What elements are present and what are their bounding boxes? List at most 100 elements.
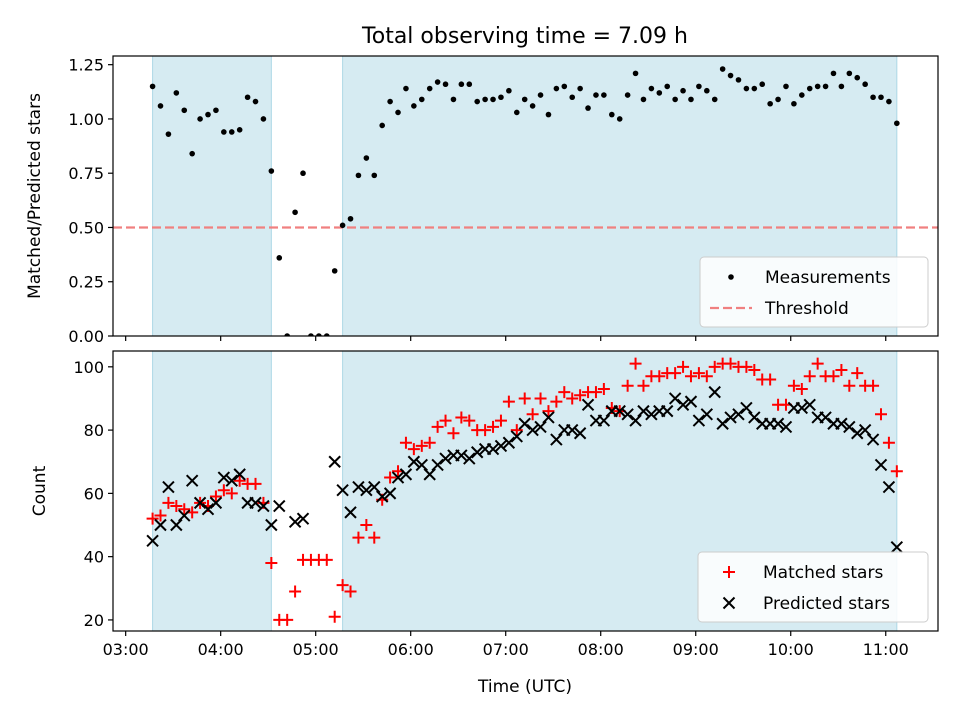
matched-point [827,370,840,383]
matched-point [289,585,302,598]
measurement-point [355,172,362,179]
matched-point [542,405,555,418]
predicted-point [344,506,357,519]
measurement-point [490,96,496,103]
measurement-point [284,333,290,336]
bottom-panel-counts: 20 40 60 80 100 03:00 04:00 05:00 06:00 07:00 08:0… [30,350,939,659]
predicted-point [542,411,555,424]
measurement-point [593,92,599,98]
measurement-point [292,209,298,216]
predicted-point [629,414,642,427]
predicted-point [431,458,444,472]
matched-point [162,496,175,509]
measurement-point [830,70,837,77]
predicted-point [178,509,191,522]
matched-point [233,474,246,487]
measurement-point [609,111,615,118]
measurement-point [513,109,520,116]
matched-point [700,370,713,383]
matched-point [803,370,816,383]
y-tick-label: 80 [84,421,104,440]
matched-point [479,424,492,437]
measurement-point [260,116,267,122]
matched-point [621,379,634,392]
measurement-point [403,85,409,92]
chart-title: Total observing time = 7.09 h [361,24,688,49]
predicted-point [217,471,231,484]
measurement-point [672,96,678,103]
predicted-point [613,404,626,418]
matched-point [653,370,666,383]
matched-point [589,386,602,399]
predicted-point [233,468,246,481]
matched-point [708,360,721,373]
predicted-point [170,518,183,532]
measurement-point [656,90,663,96]
predicted-point [494,439,508,453]
predicted-point [748,411,761,424]
measurement-point [300,170,306,177]
y-tick-label: 20 [84,611,104,630]
measurement-point [426,85,433,92]
matched-point [463,414,476,427]
legend-box [697,551,929,623]
predicted-point [249,496,262,510]
measurement-point [371,172,378,179]
x-tick-label: 08:00 [578,640,624,659]
predicted-point [819,411,832,424]
matched-point [684,370,697,383]
measurement-point [886,98,892,105]
x-tick-label: 06:00 [388,640,434,659]
legend-label: Measurements [765,268,891,288]
predicted-point [185,474,199,487]
measurement-point [347,215,354,222]
x-tick-label: 11:00 [863,640,909,659]
predicted-point [399,468,413,481]
y-tick-label: 1.25 [68,56,104,75]
matched-point [344,585,357,598]
predicted-point [154,518,167,532]
matched-point [487,420,500,433]
measurement-point [806,85,813,92]
measurement-point [767,100,773,107]
y-tick-label: 0.50 [68,218,104,237]
y-tick-label: 0.75 [68,164,104,183]
measurement-point [577,85,583,92]
predicted-point [375,490,389,503]
predicted-point [391,471,405,484]
measurement-point [474,98,481,105]
predicted-point [684,395,698,408]
matched-point [178,503,191,516]
predicted-point [803,398,816,411]
measurement-point [331,268,338,274]
predicted-point [265,518,278,532]
predicted-point [162,480,175,494]
measurement-point [799,92,805,98]
predicted-point [550,433,563,446]
predicted-point [668,392,682,405]
plot-frame [112,350,939,632]
measurement-point [862,81,868,88]
predicted-point [257,499,270,513]
matched-point [510,424,523,437]
predicted-point [779,420,793,434]
measurement-point [197,116,203,122]
x-tick-label: 03:00 [103,640,149,659]
matched-point [597,382,610,395]
predicted-point [692,414,706,427]
predicted-point [510,430,523,443]
predicted-point [874,458,888,472]
measurement-point [648,85,655,92]
predicted-point [676,398,690,411]
x-tick-label: 05:00 [293,640,339,659]
measurement-point [727,72,734,79]
predicted-point [732,408,745,421]
matched-point [724,357,737,370]
matched-point [431,420,444,433]
measurement-point [244,94,251,101]
predicted-point [771,417,785,430]
predicted-point [724,411,737,424]
predicted-point [645,408,658,421]
legend-marker [728,274,734,280]
measurement-point [316,333,322,336]
